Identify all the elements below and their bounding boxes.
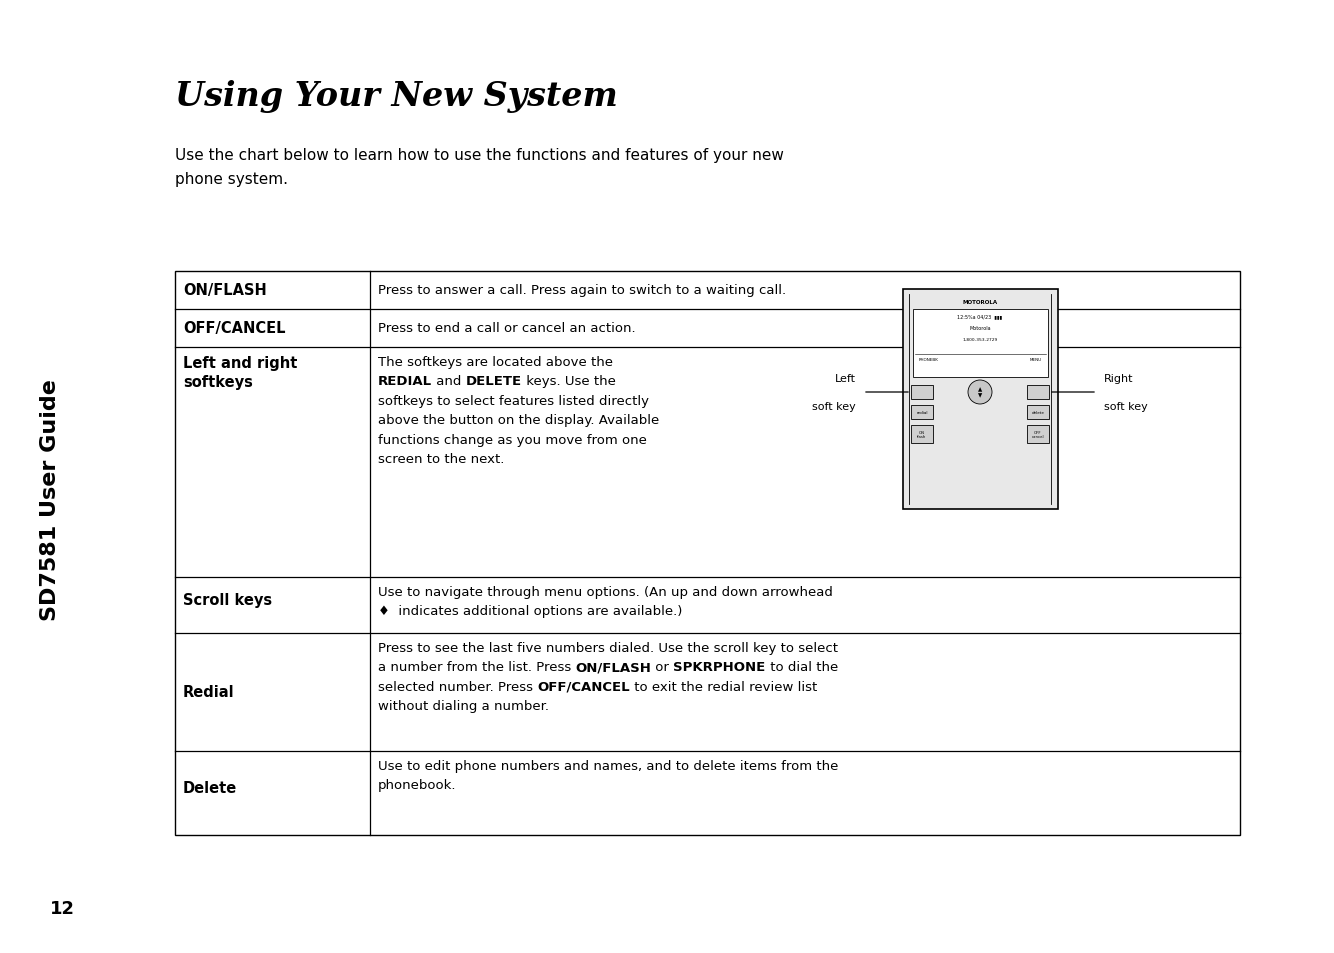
Text: redial: redial (916, 411, 927, 415)
Circle shape (968, 380, 992, 405)
Text: to dial the: to dial the (766, 660, 838, 674)
Bar (903, 290, 1058, 510)
Text: DELETE: DELETE (466, 375, 522, 388)
Text: keys. Use the: keys. Use the (522, 375, 616, 388)
Text: Use to edit phone numbers and names, and to delete items from the: Use to edit phone numbers and names, and… (378, 760, 838, 772)
Text: functions change as you move from one: functions change as you move from one (378, 434, 647, 447)
Text: Scroll keys: Scroll keys (183, 593, 272, 608)
Text: Press to end a call or cancel an action.: Press to end a call or cancel an action. (378, 322, 635, 335)
Bar (175, 272, 1241, 835)
Text: Redial: Redial (183, 685, 235, 700)
Bar (911, 406, 932, 419)
Text: phonebook.: phonebook. (378, 779, 456, 792)
Text: a number from the list. Press: a number from the list. Press (378, 660, 575, 674)
Text: OFF/CANCEL: OFF/CANCEL (183, 321, 285, 336)
Text: or: or (651, 660, 674, 674)
Bar (912, 310, 1049, 377)
Text: ON/FLASH: ON/FLASH (575, 660, 651, 674)
Text: delete: delete (1031, 411, 1045, 415)
Text: phone system.: phone system. (175, 172, 288, 187)
Text: 12: 12 (49, 899, 75, 917)
Text: ♦  indicates additional options are available.): ♦ indicates additional options are avail… (378, 605, 683, 618)
Text: SPKRPHONE: SPKRPHONE (674, 660, 766, 674)
Text: Left: Left (835, 374, 856, 384)
Text: ON/FLASH: ON/FLASH (183, 283, 267, 298)
Text: Left and right: Left and right (183, 355, 297, 371)
Text: Motorola: Motorola (970, 326, 991, 331)
Text: to exit the redial review list: to exit the redial review list (630, 680, 818, 693)
Text: soft key: soft key (1105, 401, 1147, 412)
Text: ON
flash: ON flash (918, 430, 927, 438)
Text: and: and (432, 375, 466, 388)
Bar (911, 386, 932, 399)
Text: 12:5%a 04/23  ▮▮▮: 12:5%a 04/23 ▮▮▮ (958, 314, 1003, 318)
Bar (911, 426, 932, 443)
Text: soft key: soft key (812, 401, 856, 412)
Text: The softkeys are located above the: The softkeys are located above the (378, 355, 614, 369)
Text: ▲
▼: ▲ ▼ (978, 387, 982, 398)
Text: MOTOROLA: MOTOROLA (962, 299, 998, 305)
Text: REDIAL: REDIAL (378, 375, 432, 388)
Text: 1-800-353-2729: 1-800-353-2729 (962, 337, 998, 341)
Bar (1027, 426, 1049, 443)
Bar (1027, 386, 1049, 399)
Text: without dialing a number.: without dialing a number. (378, 700, 550, 713)
Text: Use the chart below to learn how to use the functions and features of your new: Use the chart below to learn how to use … (175, 148, 784, 163)
Text: Press to see the last five numbers dialed. Use the scroll key to select: Press to see the last five numbers diale… (378, 641, 838, 655)
Text: OFF
cancel: OFF cancel (1031, 430, 1045, 438)
Text: softkeys to select features listed directly: softkeys to select features listed direc… (378, 395, 650, 408)
Bar (1027, 406, 1049, 419)
Text: above the button on the display. Available: above the button on the display. Availab… (378, 414, 659, 427)
Text: SD7581 User Guide: SD7581 User Guide (40, 378, 60, 620)
Text: softkeys: softkeys (183, 375, 253, 390)
Text: Right: Right (1105, 374, 1134, 384)
Text: PHONEBK: PHONEBK (919, 357, 939, 361)
Text: MENU: MENU (1030, 357, 1042, 361)
Text: screen to the next.: screen to the next. (378, 453, 504, 466)
Text: Use to navigate through menu options. (An up and down arrowhead: Use to navigate through menu options. (A… (378, 585, 832, 598)
Text: Delete: Delete (183, 781, 237, 796)
Text: selected number. Press: selected number. Press (378, 680, 538, 693)
Text: Using Your New System: Using Your New System (175, 80, 618, 112)
Text: OFF/CANCEL: OFF/CANCEL (538, 680, 630, 693)
Text: Press to answer a call. Press again to switch to a waiting call.: Press to answer a call. Press again to s… (378, 284, 786, 297)
